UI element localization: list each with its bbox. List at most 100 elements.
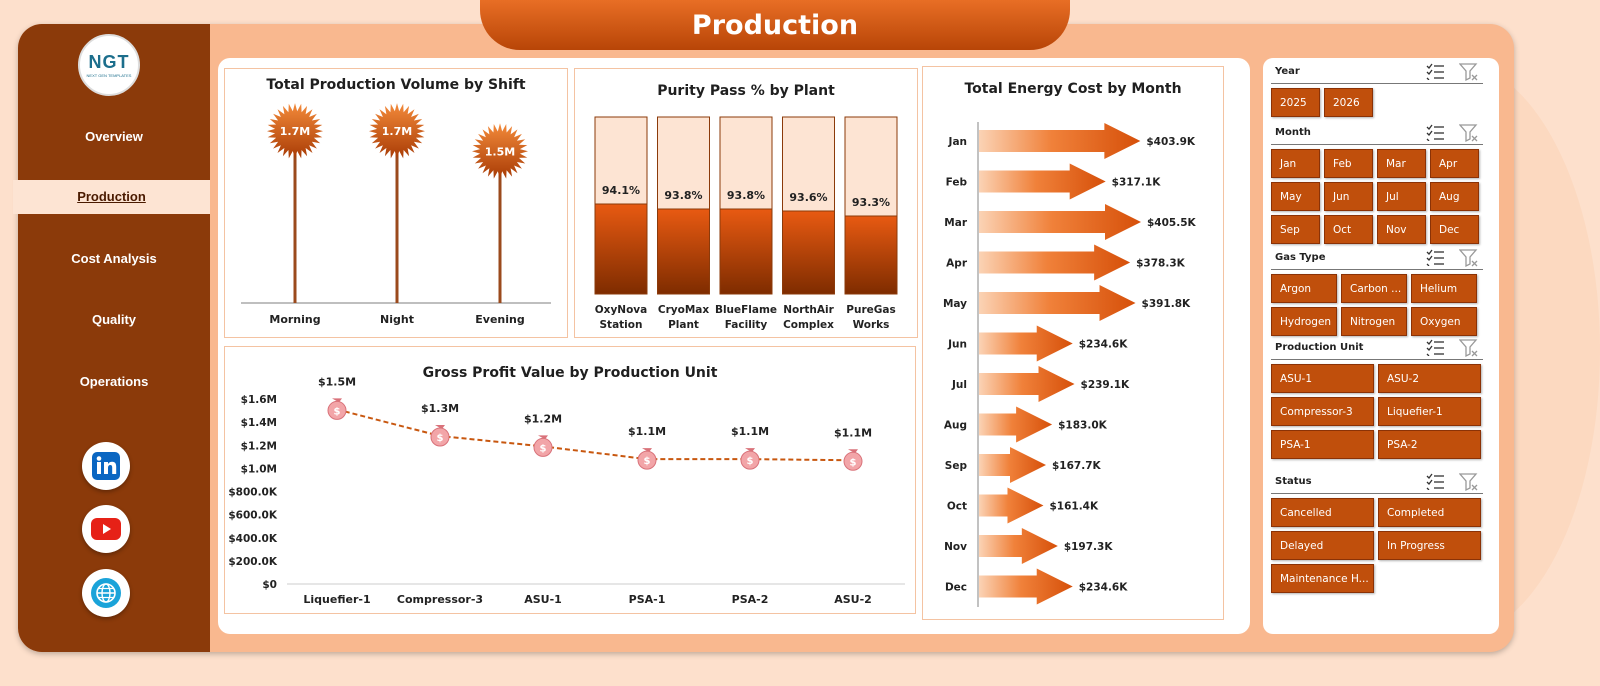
month-option-nov[interactable]: Nov	[1377, 215, 1426, 244]
purity-bar-oxynova-station	[594, 203, 648, 295]
website-button[interactable]	[82, 569, 130, 617]
multi-select-icon[interactable]	[1425, 248, 1445, 266]
linkedin-button[interactable]	[82, 442, 130, 490]
chart-area: Total Production Volume by Shift 1.7M Mor…	[218, 58, 1250, 634]
nav-production[interactable]: Production	[13, 180, 210, 214]
multi-select-icon[interactable]	[1425, 338, 1445, 356]
energy-value-label: $378.3K	[1136, 258, 1186, 270]
gas-option-helium[interactable]: Helium	[1411, 274, 1477, 303]
clear-filter-icon[interactable]	[1459, 472, 1479, 492]
profit-category-label: Compressor-3	[397, 593, 483, 606]
filter-panel: Year 2025 2026 Month Jan Feb Mar Apr May Jun Ju…	[1263, 58, 1499, 634]
profit-value-label: $1.2M	[524, 412, 562, 425]
profit-y-tick: $0	[262, 579, 277, 591]
nav-quality[interactable]: Quality	[91, 312, 137, 327]
energy-value-label: $167.7K	[1052, 460, 1102, 472]
unit-option-asu-1[interactable]: ASU-1	[1271, 364, 1374, 393]
unit-option-psa-1[interactable]: PSA-1	[1271, 430, 1374, 459]
clear-filter-icon[interactable]	[1459, 123, 1479, 143]
energy-value-label: $317.1K	[1112, 177, 1162, 189]
clear-filter-icon[interactable]	[1459, 338, 1479, 358]
status-option-delayed[interactable]: Delayed	[1271, 531, 1374, 560]
profit-point-asu-1: $	[533, 435, 553, 457]
profit-value-label: $1.3M	[421, 402, 459, 415]
gas-option-argon[interactable]: Argon	[1271, 274, 1337, 303]
year-option-2025[interactable]: 2025	[1271, 88, 1320, 117]
energy-month-label: Aug	[944, 420, 967, 432]
month-option-dec[interactable]: Dec	[1430, 215, 1479, 244]
svg-text:$: $	[850, 457, 857, 468]
shift-marker-evening	[472, 123, 528, 180]
energy-month-label: Nov	[944, 541, 967, 553]
nav-cost-analysis[interactable]: Cost Analysis	[71, 251, 157, 266]
purity-category-label: OxyNova	[595, 304, 647, 316]
month-options: Jan Feb Mar Apr May Jun Jul Aug Sep Oct Nov Dec	[1271, 149, 1483, 244]
slicer-title-status: Status	[1275, 476, 1312, 487]
profit-value-label: $1.5M	[318, 375, 356, 388]
status-option-maintenance-h[interactable]: Maintenance H...	[1271, 564, 1374, 593]
gas-option-carbon[interactable]: Carbon ...	[1341, 274, 1407, 303]
youtube-button[interactable]	[82, 505, 130, 553]
month-option-sep[interactable]: Sep	[1271, 215, 1320, 244]
gas-option-hydrogen[interactable]: Hydrogen	[1271, 307, 1337, 336]
year-option-2026[interactable]: 2026	[1324, 88, 1373, 117]
profit-chart-svg: $0 $200.0K $400.0K $600.0K $800.0K $1.0M $1.2M…	[228, 375, 905, 606]
shift-value-label: 1.7M	[382, 125, 412, 138]
energy-value-label: $405.5K	[1147, 217, 1197, 229]
profit-value-label: $1.1M	[834, 426, 872, 439]
clear-filter-icon[interactable]	[1459, 248, 1479, 268]
gas-option-nitrogen[interactable]: Nitrogen	[1341, 307, 1407, 336]
profit-category-label: PSA-2	[732, 593, 769, 606]
profit-category-label: ASU-2	[834, 593, 872, 606]
logo-text: NGT	[88, 52, 130, 72]
svg-text:$: $	[437, 433, 444, 444]
unit-option-compressor-3[interactable]: Compressor-3	[1271, 397, 1374, 426]
purity-bar-northair-complex	[782, 210, 835, 295]
svg-text:$: $	[334, 406, 341, 417]
month-option-mar[interactable]: Mar	[1377, 149, 1426, 178]
month-option-jul[interactable]: Jul	[1377, 182, 1426, 211]
shift-category-label: Night	[380, 313, 414, 326]
gas-option-oxygen[interactable]: Oxygen	[1411, 307, 1477, 336]
profit-y-tick: $800.0K	[228, 487, 278, 499]
clear-filter-icon[interactable]	[1459, 62, 1479, 82]
unit-option-asu-2[interactable]: ASU-2	[1378, 364, 1481, 393]
month-option-may[interactable]: May	[1271, 182, 1320, 211]
status-option-in-progress[interactable]: In Progress	[1378, 531, 1481, 560]
multi-select-icon[interactable]	[1425, 123, 1445, 141]
svg-text:$: $	[540, 443, 547, 454]
unit-option-psa-2[interactable]: PSA-2	[1378, 430, 1481, 459]
energy-arrow-apr	[979, 244, 1131, 281]
month-option-oct[interactable]: Oct	[1324, 215, 1373, 244]
energy-chart-svg: Jan $403.9K Feb $317.1K Mar $405.5K Apr $378.3K…	[943, 122, 1197, 607]
profit-y-tick: $400.0K	[228, 533, 278, 545]
slicer-gas-type: Gas Type Argon Carbon ... Helium Hydrogen Ni…	[1271, 248, 1483, 336]
month-option-feb[interactable]: Feb	[1324, 149, 1373, 178]
purity-bar-puregas-works	[844, 215, 898, 295]
profit-point-compressor-3: $	[430, 425, 450, 447]
profit-category-label: ASU-1	[524, 593, 562, 606]
energy-month-label: Oct	[947, 501, 967, 513]
status-option-completed[interactable]: Completed	[1378, 498, 1481, 527]
profit-y-tick: $1.6M	[241, 394, 277, 406]
panel-production-by-shift: Total Production Volume by Shift 1.7M Mor…	[224, 68, 568, 338]
youtube-icon	[91, 518, 121, 540]
logo-subtext: NEXT GEN TEMPLATES	[86, 73, 132, 78]
nav-operations[interactable]: Operations	[79, 374, 149, 389]
multi-select-icon[interactable]	[1425, 62, 1445, 80]
month-option-jan[interactable]: Jan	[1271, 149, 1320, 178]
month-option-apr[interactable]: Apr	[1430, 149, 1479, 178]
month-option-jun[interactable]: Jun	[1324, 182, 1373, 211]
purity-category-label: NorthAir	[783, 304, 834, 316]
linkedin-icon	[92, 452, 120, 480]
status-option-cancelled[interactable]: Cancelled	[1271, 498, 1374, 527]
energy-arrow-mar	[979, 204, 1141, 240]
month-option-aug[interactable]: Aug	[1430, 182, 1479, 211]
chart-title-energy: Total Energy Cost by Month	[964, 81, 1182, 97]
unit-option-liquefier-1[interactable]: Liquefier-1	[1378, 397, 1481, 426]
purity-bar-cryomax-plant	[657, 208, 710, 295]
profit-y-tick: $600.0K	[228, 510, 278, 522]
multi-select-icon[interactable]	[1425, 472, 1445, 490]
nav-overview[interactable]: Overview	[85, 129, 143, 144]
energy-month-label: Sep	[945, 460, 968, 472]
